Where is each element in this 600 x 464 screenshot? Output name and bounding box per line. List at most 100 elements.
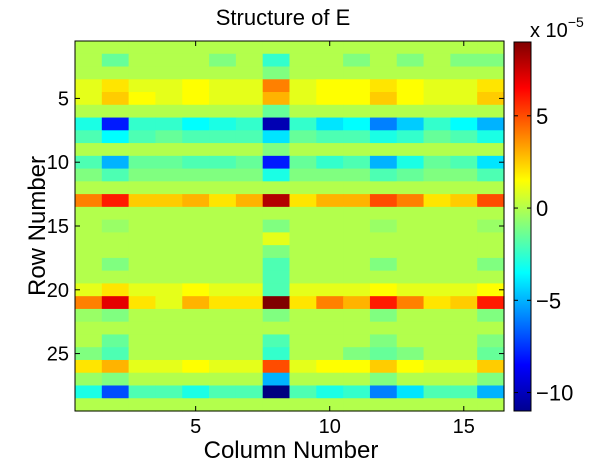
heatmap-cell bbox=[289, 347, 317, 361]
heatmap-cell bbox=[262, 270, 291, 285]
x-axis-label: Column Number bbox=[204, 437, 379, 464]
heatmap-cell bbox=[316, 334, 344, 348]
heatmap-cell bbox=[262, 79, 291, 93]
heatmap-cell bbox=[262, 359, 291, 374]
heatmap-cell bbox=[343, 334, 371, 348]
heatmap-cell bbox=[343, 181, 371, 195]
heatmap-cell bbox=[450, 308, 478, 323]
heatmap-cell bbox=[396, 245, 425, 259]
heatmap-cell bbox=[155, 308, 183, 323]
heatmap-cell bbox=[101, 117, 130, 131]
heatmap-cell bbox=[75, 206, 103, 221]
heatmap-cell bbox=[396, 130, 425, 144]
heatmap-cell bbox=[235, 257, 264, 272]
heatmap-cell bbox=[101, 321, 130, 336]
x-axis-ticks: 5 10 15 bbox=[190, 41, 475, 438]
heatmap-cell bbox=[450, 257, 478, 272]
y-axis-label: Row Number bbox=[24, 156, 51, 296]
heatmap-cell bbox=[262, 283, 291, 297]
heatmap-cell bbox=[343, 168, 371, 182]
heatmap-cell bbox=[343, 155, 371, 170]
heatmap-cell bbox=[209, 155, 237, 170]
heatmap-cell bbox=[396, 232, 425, 246]
heatmap-cell bbox=[477, 283, 505, 297]
heatmap-cell bbox=[450, 130, 478, 144]
heatmap-cell bbox=[155, 232, 183, 246]
heatmap-cell bbox=[289, 257, 317, 272]
heatmap-cell bbox=[423, 143, 451, 157]
heatmap-cell bbox=[128, 130, 157, 144]
heatmap-cell bbox=[423, 155, 451, 170]
heatmap-cell bbox=[450, 347, 478, 361]
heatmap-cell bbox=[423, 41, 451, 55]
heatmap-cell bbox=[209, 130, 237, 144]
heatmap-cell bbox=[369, 359, 398, 374]
heatmap-cell bbox=[155, 219, 183, 233]
heatmap-cell bbox=[477, 334, 505, 348]
y-tick-label: 10 bbox=[47, 152, 69, 174]
heatmap-cell bbox=[235, 181, 264, 195]
heatmap-cell bbox=[101, 79, 130, 93]
heatmap-cell bbox=[316, 283, 344, 297]
heatmap-cell bbox=[423, 372, 451, 387]
heatmap-cell bbox=[128, 219, 157, 233]
heatmap-cell bbox=[477, 117, 505, 131]
heatmap-cell bbox=[262, 257, 291, 272]
heatmap-cell bbox=[155, 206, 183, 221]
heatmap-cell bbox=[128, 92, 157, 106]
heatmap-cell bbox=[396, 372, 425, 387]
heatmap-cell bbox=[262, 92, 291, 106]
heatmap-cell bbox=[128, 257, 157, 272]
heatmap-cell bbox=[423, 181, 451, 195]
heatmap-cell bbox=[209, 347, 237, 361]
x-tick-label: 5 bbox=[190, 416, 201, 438]
heatmap-cell bbox=[262, 117, 291, 131]
heatmap-cell bbox=[316, 155, 344, 170]
heatmap-cell bbox=[316, 270, 344, 285]
heatmap-cell bbox=[477, 321, 505, 336]
y-tick-label: 15 bbox=[47, 216, 69, 238]
heatmap-cell bbox=[369, 130, 398, 144]
heatmap-cell bbox=[182, 155, 210, 170]
heatmap-cell bbox=[316, 219, 344, 233]
heatmap-cell bbox=[101, 359, 130, 374]
heatmap-cell bbox=[209, 245, 237, 259]
heatmap-cell bbox=[289, 206, 317, 221]
heatmap-cell bbox=[155, 92, 183, 106]
heatmap-cell bbox=[262, 181, 291, 195]
heatmap-cell bbox=[423, 66, 451, 80]
heatmap-cell bbox=[101, 53, 130, 68]
heatmap-cell bbox=[369, 270, 398, 285]
heatmap-cell bbox=[75, 41, 103, 55]
heatmap-cell bbox=[155, 385, 183, 399]
heatmap-cell bbox=[235, 194, 264, 208]
heatmap-cell bbox=[450, 334, 478, 348]
heatmap-cell bbox=[396, 347, 425, 361]
heatmap-cell bbox=[101, 232, 130, 246]
heatmap-cell bbox=[155, 334, 183, 348]
heatmap-cell bbox=[396, 66, 425, 80]
heatmap-cell bbox=[477, 104, 505, 119]
heatmap-cell bbox=[128, 283, 157, 297]
heatmap-cell bbox=[209, 104, 237, 119]
heatmap-cell bbox=[316, 168, 344, 182]
heatmap-cell bbox=[235, 104, 264, 119]
heatmap-cell bbox=[423, 104, 451, 119]
heatmap-cell bbox=[450, 219, 478, 233]
heatmap-cells bbox=[75, 41, 505, 412]
heatmap-cell bbox=[343, 104, 371, 119]
heatmap-cell bbox=[75, 308, 103, 323]
heatmap-cell bbox=[235, 385, 264, 399]
heatmap-cell bbox=[396, 359, 425, 374]
heatmap-cell bbox=[369, 66, 398, 80]
heatmap-cell bbox=[450, 283, 478, 297]
heatmap-cell bbox=[289, 143, 317, 157]
heatmap-cell bbox=[128, 385, 157, 399]
colorbar bbox=[513, 41, 532, 412]
heatmap-cell bbox=[235, 334, 264, 348]
heatmap-cell bbox=[450, 181, 478, 195]
heatmap-cell bbox=[101, 296, 130, 310]
heatmap-cell bbox=[369, 92, 398, 106]
heatmap-cell bbox=[128, 104, 157, 119]
heatmap-cell bbox=[101, 245, 130, 259]
